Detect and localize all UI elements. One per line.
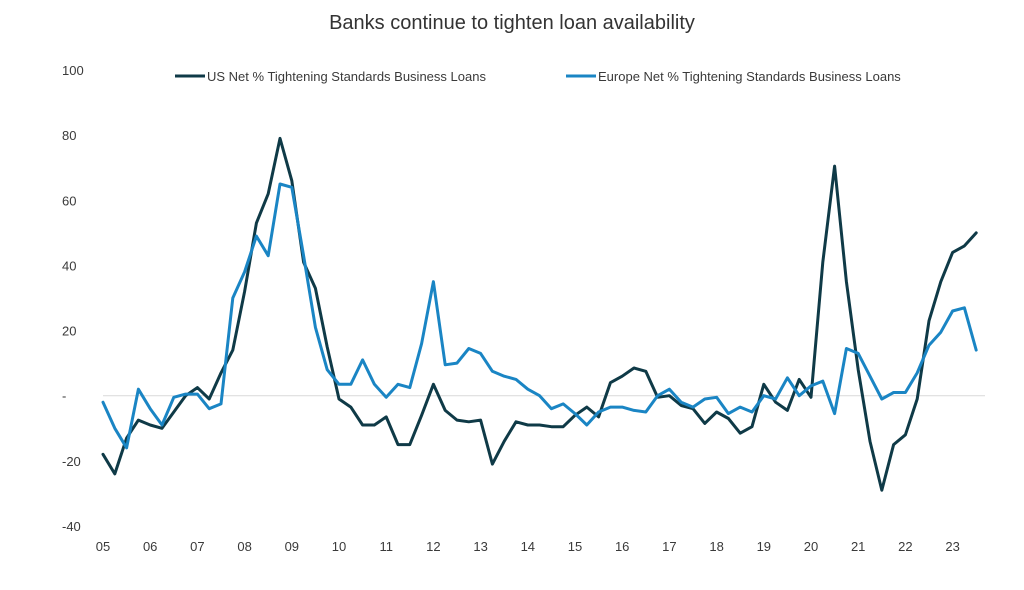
x-tick-label: 16 — [615, 539, 629, 554]
x-tick-label: 22 — [898, 539, 912, 554]
y-tick-label: 20 — [62, 324, 76, 339]
x-tick-label: 07 — [190, 539, 204, 554]
x-tick-label: 10 — [332, 539, 346, 554]
y-tick-label: 80 — [62, 128, 76, 143]
x-tick-label: 23 — [945, 539, 959, 554]
series-group — [101, 136, 978, 492]
x-tick-label: 11 — [379, 539, 393, 554]
x-tick-label: 20 — [804, 539, 818, 554]
x-tick-label: 06 — [143, 539, 157, 554]
y-tick-label: 40 — [62, 258, 76, 273]
x-tick-label: 13 — [473, 539, 487, 554]
y-tick-label: -40 — [62, 519, 81, 534]
us-series-line — [101, 136, 978, 492]
x-tick-label: 15 — [568, 539, 582, 554]
y-tick-label: -20 — [62, 454, 81, 469]
y-tick-label: 60 — [62, 193, 76, 208]
legend-label: Europe Net % Tightening Standards Busine… — [598, 69, 901, 84]
x-tick-label: 17 — [662, 539, 676, 554]
x-tick-label: 19 — [757, 539, 771, 554]
y-tick-label: 100 — [62, 63, 84, 78]
x-tick-label: 09 — [285, 539, 299, 554]
europe-series-line — [101, 182, 978, 450]
legend-label: US Net % Tightening Standards Business L… — [207, 69, 486, 84]
legend: US Net % Tightening Standards Business L… — [175, 69, 901, 84]
x-tick-label: 18 — [709, 539, 723, 554]
chart-title: Banks continue to tighten loan availabil… — [329, 12, 695, 34]
x-tick-label: 21 — [851, 539, 865, 554]
x-tick-label: 05 — [96, 539, 110, 554]
y-tick-label: - — [62, 389, 66, 404]
x-tick-label: 08 — [237, 539, 251, 554]
axis-group: 100 80 60 40 20 - -20 -40 05 06 07 08 09 10 11 12 13 14 15… — [62, 63, 985, 554]
x-tick-label: 12 — [426, 539, 440, 554]
x-tick-label: 14 — [521, 539, 535, 554]
